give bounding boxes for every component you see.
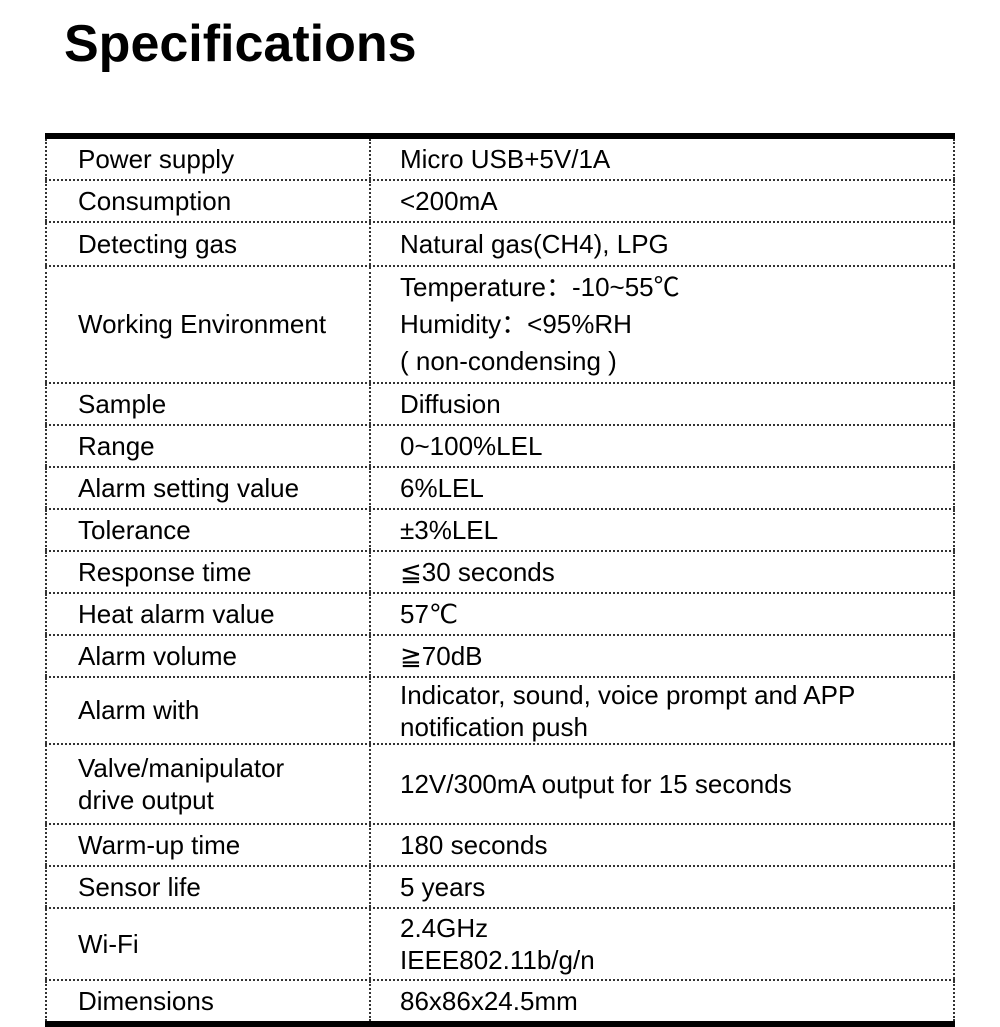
table-row: Warm-up time 180 seconds [45, 825, 955, 867]
spec-label-line: Sample [78, 388, 167, 419]
spec-label: Alarm setting value [45, 468, 371, 508]
spec-label: Alarm volume [45, 636, 371, 676]
spec-label-line: Alarm with [78, 695, 200, 725]
spec-value: 0~100%LEL [371, 426, 955, 466]
spec-label-line: Consumption [78, 185, 232, 216]
table-row: Response time ≦30 seconds [45, 552, 955, 594]
spec-value: <200mA [371, 181, 955, 221]
page-title: Specifications [64, 15, 417, 73]
spec-value-line: 180 seconds [400, 829, 548, 860]
spec-label-line: Heat alarm value [78, 598, 275, 629]
spec-value-line: ( non-condensing ) [400, 346, 617, 376]
spec-label: Heat alarm value [45, 594, 371, 634]
spec-value-line: 12V/300mA output for 15 seconds [400, 768, 792, 799]
spec-value: ≦30 seconds [371, 552, 955, 592]
table-row: Sample Diffusion [45, 384, 955, 426]
spec-label: Tolerance [45, 510, 371, 550]
spec-label-line: Sensor life [78, 871, 201, 902]
table-row: Range 0~100%LEL [45, 426, 955, 468]
spec-value: ≧70dB [371, 636, 955, 676]
table-row: Detecting gas Natural gas(CH4), LPG [45, 223, 955, 267]
spec-label-line: Wi-Fi [78, 928, 139, 959]
spec-value-line: 5 years [400, 871, 486, 902]
spec-value: 86x86x24.5mm [371, 981, 955, 1021]
spec-label: Sample [45, 384, 371, 424]
spec-value-line: 57℃ [400, 598, 459, 629]
spec-label-line: Alarm volume [78, 640, 237, 671]
spec-label-line: Detecting gas [78, 228, 237, 259]
spec-value-line: Diffusion [400, 388, 501, 419]
spec-label-line: Range [78, 430, 155, 461]
table-row: Heat alarm value 57℃ [45, 594, 955, 636]
spec-label: Alarm with [45, 678, 371, 743]
specifications-table: Power supply Micro USB+5V/1A Consumption <2… [45, 133, 955, 1027]
spec-label-line: Warm-up time [78, 829, 241, 860]
table-row: Working Environment Temperature：-10~55℃ Hu… [45, 267, 955, 384]
spec-label-line: Tolerance [78, 514, 191, 545]
spec-value-line: 86x86x24.5mm [400, 985, 578, 1016]
table-row: Power supply Micro USB+5V/1A [45, 139, 955, 181]
spec-label-line: Alarm setting value [78, 472, 300, 503]
spec-value: 12V/300mA output for 15 seconds [371, 745, 955, 823]
spec-value: 2.4GHz IEEE802.11b/g/n [371, 909, 955, 979]
table-row: Alarm volume ≧70dB [45, 636, 955, 678]
spec-value-line: <200mA [400, 185, 498, 216]
spec-label-line: Response time [78, 556, 252, 587]
table-row: Wi-Fi 2.4GHz IEEE802.11b/g/n [45, 909, 955, 981]
spec-label: Warm-up time [45, 825, 371, 865]
spec-value-line: 2.4GHz [400, 913, 489, 943]
spec-label: Sensor life [45, 867, 371, 907]
table-row: Alarm with Indicator, sound, voice prompt… [45, 678, 955, 745]
spec-label-line: drive output [78, 785, 214, 815]
spec-value-line: ≦30 seconds [400, 556, 555, 587]
spec-value-line: notification push [400, 711, 588, 742]
spec-value-line: Indicator, sound, voice prompt and APP [400, 679, 856, 710]
spec-label: Working Environment [45, 267, 371, 382]
spec-value: Natural gas(CH4), LPG [371, 223, 955, 265]
spec-label-line: Working Environment [78, 309, 327, 339]
spec-value-line: ±3%LEL [400, 514, 499, 545]
spec-label: Detecting gas [45, 223, 371, 265]
spec-value-line: 0~100%LEL [400, 430, 543, 461]
spec-value: 5 years [371, 867, 955, 907]
spec-label: Response time [45, 552, 371, 592]
spec-label: Power supply [45, 139, 371, 179]
spec-value-line: IEEE802.11b/g/n [400, 945, 595, 975]
spec-value: 180 seconds [371, 825, 955, 865]
spec-label: Valve/manipulator drive output [45, 745, 371, 823]
spec-value-line: Temperature：-10~55℃ [400, 272, 680, 302]
table-row: Dimensions 86x86x24.5mm [45, 981, 955, 1021]
spec-value: Indicator, sound, voice prompt and APP no… [371, 678, 955, 743]
spec-value: Diffusion [371, 384, 955, 424]
spec-value: Micro USB+5V/1A [371, 139, 955, 179]
table-row: Tolerance ±3%LEL [45, 510, 955, 552]
spec-value-line: Micro USB+5V/1A [400, 143, 611, 174]
spec-label: Dimensions [45, 981, 371, 1021]
spec-value: 6%LEL [371, 468, 955, 508]
spec-value-line: Natural gas(CH4), LPG [400, 228, 669, 259]
spec-value: ±3%LEL [371, 510, 955, 550]
table-row: Consumption <200mA [45, 181, 955, 223]
spec-label: Wi-Fi [45, 909, 371, 979]
spec-label-line: Power supply [78, 143, 235, 174]
spec-label: Range [45, 426, 371, 466]
table-row: Sensor life 5 years [45, 867, 955, 909]
table-row: Valve/manipulator drive output 12V/300mA o… [45, 745, 955, 825]
spec-label-line: Dimensions [78, 985, 214, 1016]
spec-value: Temperature：-10~55℃ Humidity：<95%RH ( non-… [371, 267, 955, 382]
spec-value-line: Humidity：<95%RH [400, 309, 632, 339]
spec-value-line: 6%LEL [400, 472, 484, 503]
spec-value-line: ≧70dB [400, 640, 483, 671]
spec-value: 57℃ [371, 594, 955, 634]
spec-label: Consumption [45, 181, 371, 221]
spec-label-line: Valve/manipulator [78, 753, 285, 783]
table-row: Alarm setting value 6%LEL [45, 468, 955, 510]
